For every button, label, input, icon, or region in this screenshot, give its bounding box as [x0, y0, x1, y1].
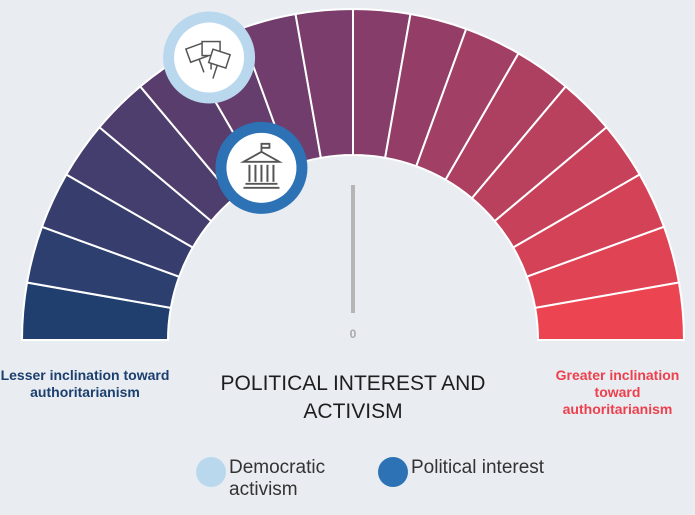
legend-swatch: [196, 457, 226, 487]
left-label: Lesser inclination toward authoritariani…: [0, 367, 170, 400]
icon-part: [207, 48, 232, 69]
gauge-segment: [534, 281, 686, 341]
icon-part: [212, 65, 218, 79]
chart-title: POLITICAL INTEREST AND ACTIVISM: [220, 372, 486, 423]
marker: [163, 11, 256, 104]
marker: [215, 121, 308, 214]
icon-part: [198, 58, 205, 73]
marker-inner: [174, 22, 245, 93]
legend-entry: Political interest: [411, 457, 545, 478]
right-label: Greater inclination toward authoritarian…: [555, 367, 680, 417]
legend-entry: Democratic activism: [229, 457, 326, 500]
tick-label: 0: [350, 327, 357, 341]
legend-swatch: [378, 457, 408, 487]
icon-part: [239, 142, 283, 189]
